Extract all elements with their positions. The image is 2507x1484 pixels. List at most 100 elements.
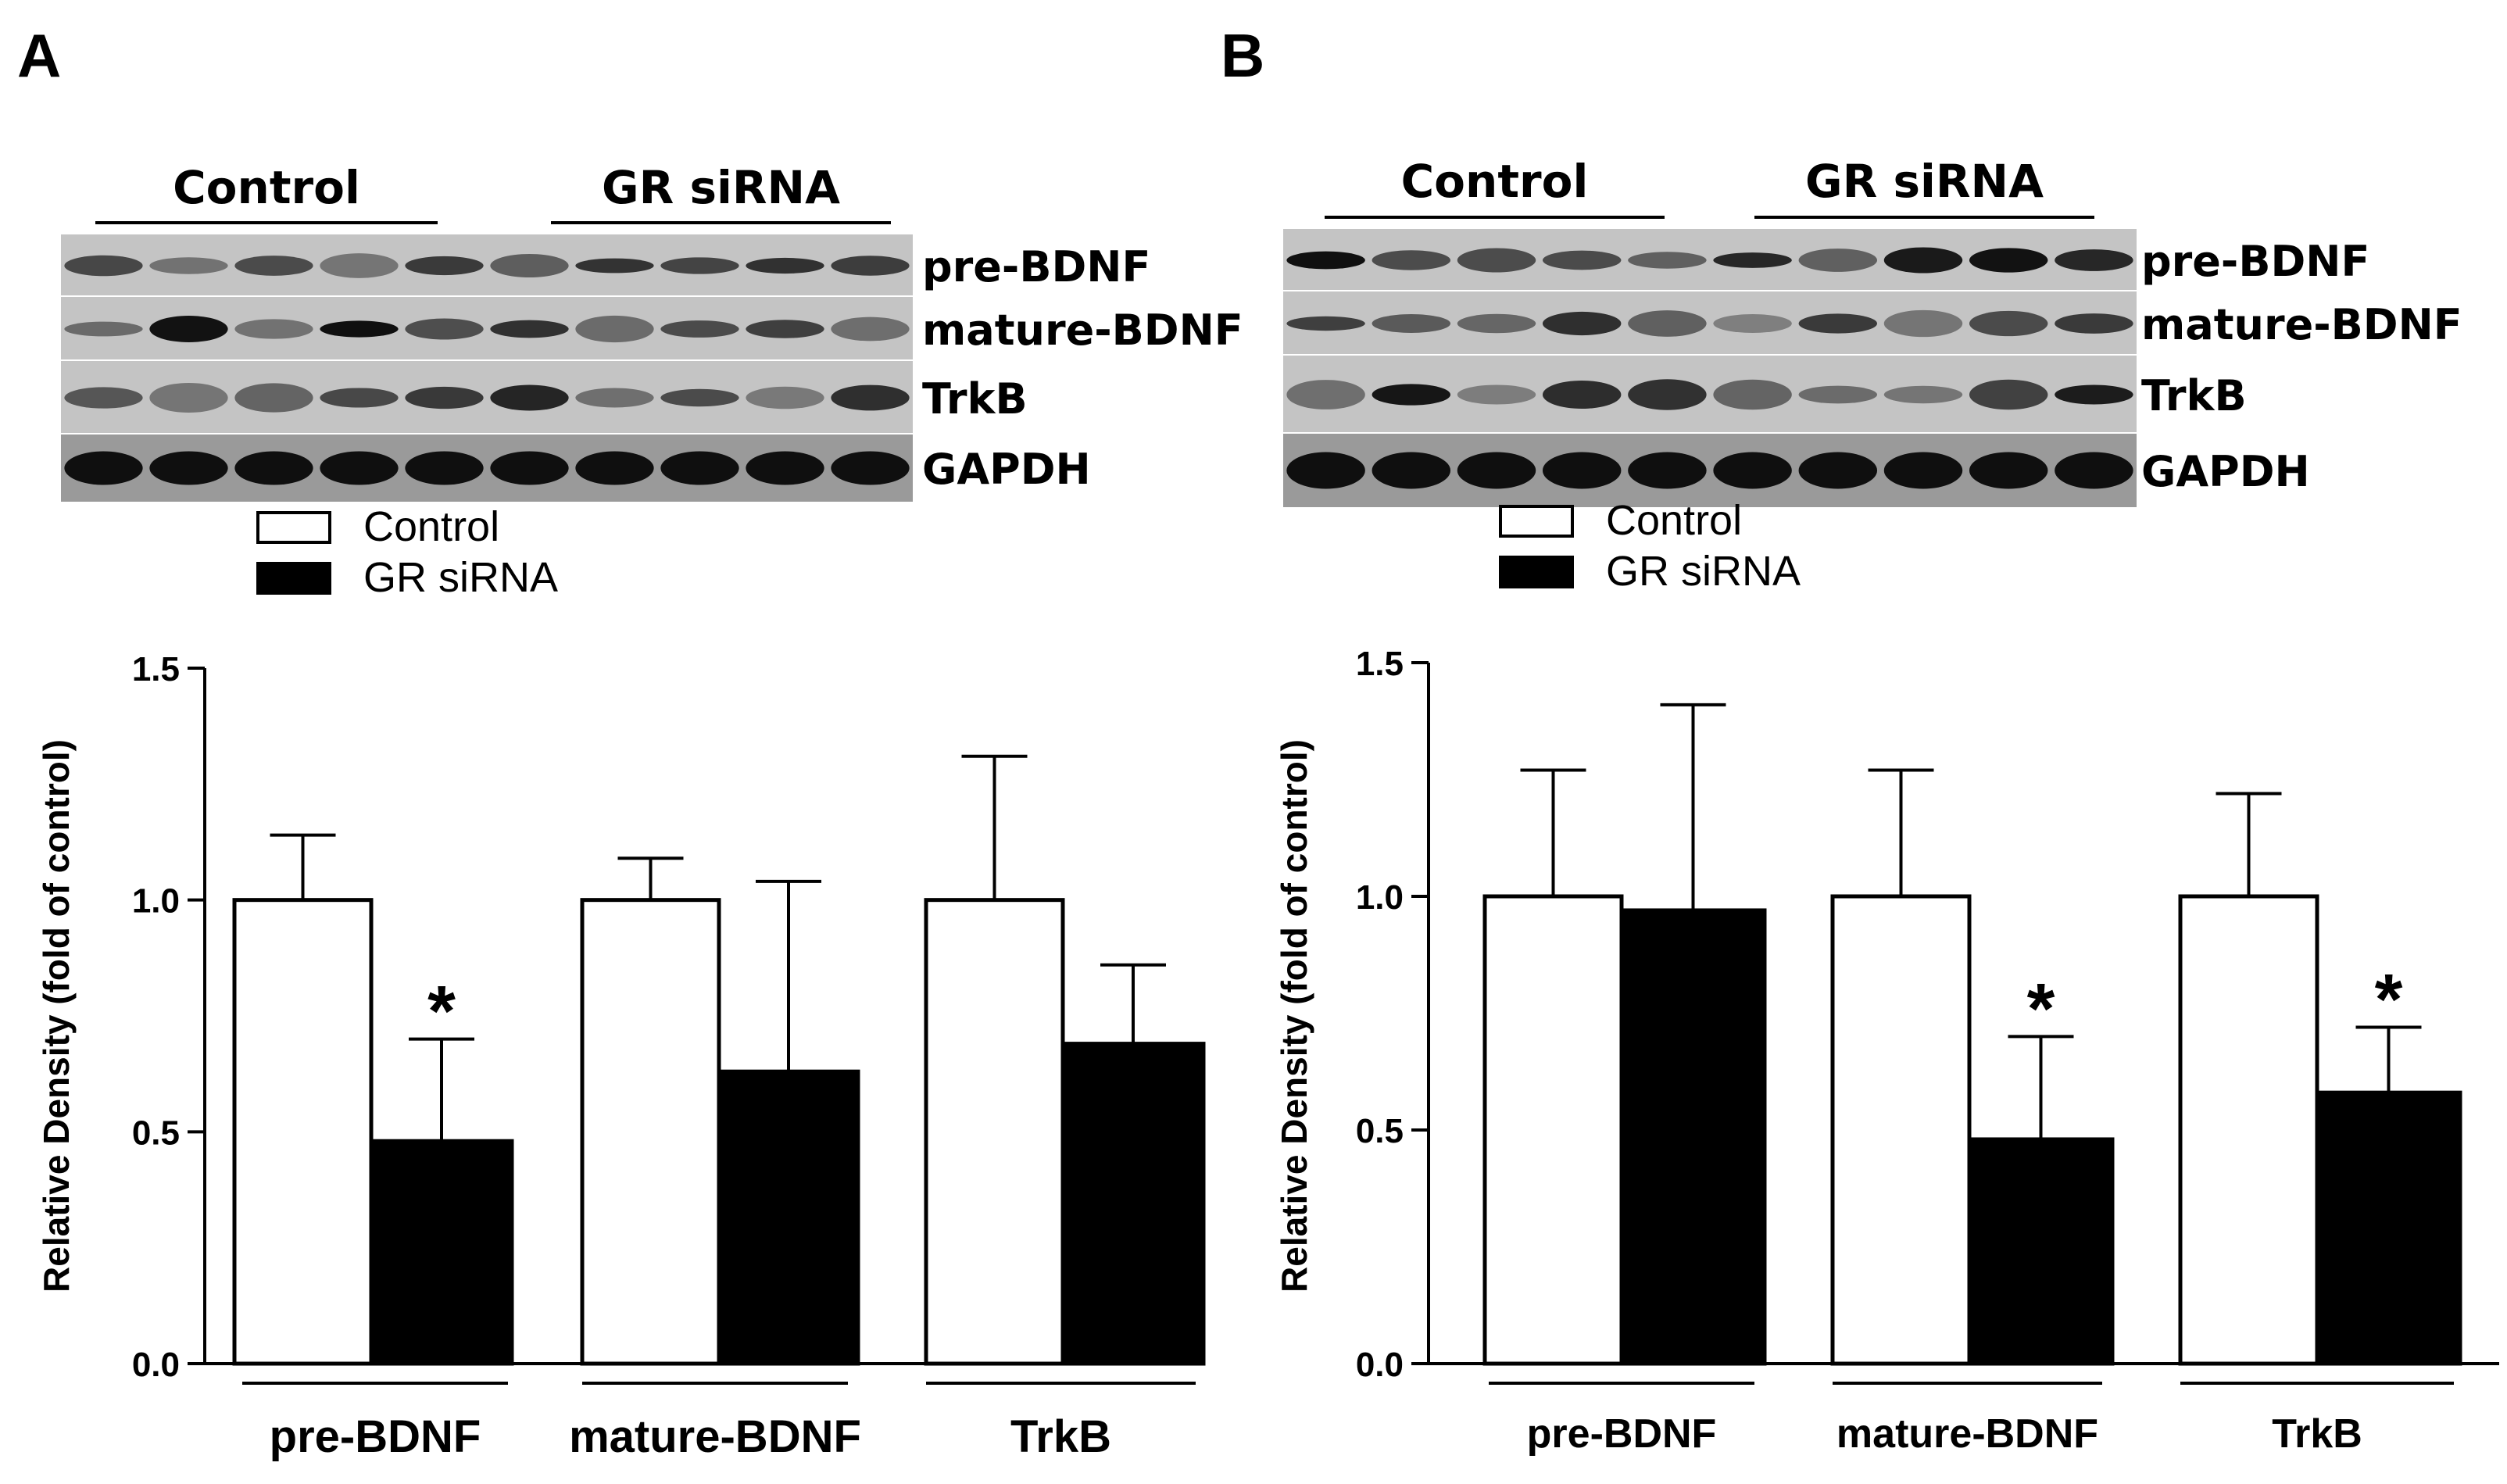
x-tick-label: pre-BDNF: [270, 1411, 481, 1462]
bar-chart: 0.0 0.5 1.0 1.5 Relative Density (fold of co…: [36, 650, 1206, 1462]
blot-band: [660, 320, 739, 338]
blot-band: [234, 256, 313, 276]
significance-mark: *: [427, 972, 456, 1052]
blot-band-label: TrkB: [922, 374, 1028, 424]
blot-band: [64, 255, 143, 277]
blot-band: [1969, 379, 2048, 410]
blot-band: [1883, 247, 1963, 274]
blot-band: [1798, 452, 1878, 489]
blot-band: [490, 253, 569, 278]
blot-band-label: mature-BDNF: [2141, 300, 2462, 349]
legend-swatch: [1499, 556, 1574, 588]
y-tick-label: 1.5: [1356, 645, 1404, 683]
blot-band: [490, 320, 569, 338]
blot-band: [234, 451, 313, 485]
y-tick-label: 0.0: [1356, 1346, 1404, 1384]
blot-band: [1713, 314, 1792, 333]
blot-band: [1542, 452, 1622, 489]
blot-band-label: mature-BDNF: [922, 306, 1243, 355]
blot-row: TrkB: [61, 361, 1028, 436]
blot-band: [1372, 250, 1451, 270]
bar-control: [1830, 894, 1972, 1366]
blot-band: [1713, 252, 1792, 268]
blot-band: [1798, 249, 1878, 272]
blot-band: [1372, 314, 1451, 333]
blot-band: [1542, 311, 1622, 336]
blot-band: [746, 320, 824, 338]
blot-band-label: pre-BDNF: [922, 242, 1150, 291]
blot-group-label: GR siRNA: [602, 161, 840, 214]
blot-band: [149, 451, 228, 485]
blot-band: [1457, 313, 1536, 334]
blot-band: [1713, 452, 1792, 489]
blot-band: [660, 388, 739, 407]
y-axis-label: Relative Density (fold of control): [36, 739, 77, 1293]
y-tick-label: 1.0: [1356, 878, 1404, 917]
panel-label: B: [1221, 21, 1264, 90]
blot-group-label: Control: [173, 161, 360, 214]
blot-band: [64, 321, 143, 337]
blot-band: [1713, 379, 1792, 410]
blot-band: [490, 384, 569, 411]
blot-band: [831, 316, 910, 341]
legend-label: Control: [363, 503, 499, 550]
bar-chart: 0.0 0.5 1.0 1.5 Relative Density (fold of co…: [1274, 645, 2499, 1457]
blot-band: [320, 253, 399, 278]
blot-band: [1286, 251, 1365, 270]
blot-band: [746, 451, 824, 485]
blot-row: GAPDH: [61, 434, 1091, 502]
y-axis-label: Relative Density (fold of control): [1274, 739, 1314, 1293]
blot-strip: [61, 361, 913, 434]
blot-band: [490, 451, 569, 485]
x-tick-label: pre-BDNF: [1527, 1411, 1717, 1457]
bar-gr-sirna: [1060, 1042, 1206, 1366]
x-tick-label: TrkB: [2272, 1411, 2362, 1457]
y-tick-label: 0.0: [132, 1346, 180, 1384]
bar-control: [924, 898, 1065, 1366]
blot-band: [405, 318, 484, 340]
legend-swatch: [256, 562, 331, 595]
blot-band: [2055, 384, 2133, 405]
blot-band: [149, 382, 228, 413]
blot-band: [1372, 452, 1451, 489]
blot-band: [1883, 309, 1963, 338]
blot-band: [320, 320, 399, 338]
blot-band: [405, 451, 484, 485]
blot-band: [405, 256, 484, 276]
blot-band: [1286, 316, 1365, 331]
bar-control: [2178, 894, 2319, 1366]
blot-band: [149, 257, 228, 274]
significance-mark: *: [2375, 960, 2403, 1039]
blot-band: [746, 386, 824, 409]
blot-band: [1628, 452, 1707, 489]
blot-band: [1969, 452, 2048, 489]
blot-band: [1628, 379, 1707, 410]
blot-group-label: Control: [1401, 155, 1589, 208]
y-tick-label: 0.5: [132, 1114, 180, 1152]
blot-band: [660, 451, 739, 485]
y-tick-label: 0.5: [1356, 1112, 1404, 1150]
blot-band: [1883, 385, 1963, 404]
blot-band: [575, 451, 654, 485]
x-tick-label: TrkB: [1010, 1411, 1111, 1462]
legend-swatch: [1499, 505, 1574, 538]
blot-band: [1286, 452, 1365, 489]
blot-band: [660, 257, 739, 274]
blot-row: GAPDH: [1283, 434, 2310, 507]
blot-band: [1457, 452, 1536, 489]
bar-control: [580, 898, 721, 1366]
blot-band: [1798, 313, 1878, 334]
legend-label: Control: [1606, 497, 1742, 544]
blot-row: mature-BDNF: [1283, 291, 2462, 357]
blot-band: [575, 315, 654, 343]
blot-band-label: GAPDH: [922, 445, 1091, 494]
blot-band: [405, 386, 484, 409]
blot-band: [831, 384, 910, 411]
y-tick-label: 1.5: [132, 650, 180, 688]
blot-band: [1628, 252, 1707, 269]
blot-band: [234, 383, 313, 413]
blot-band: [575, 258, 654, 274]
